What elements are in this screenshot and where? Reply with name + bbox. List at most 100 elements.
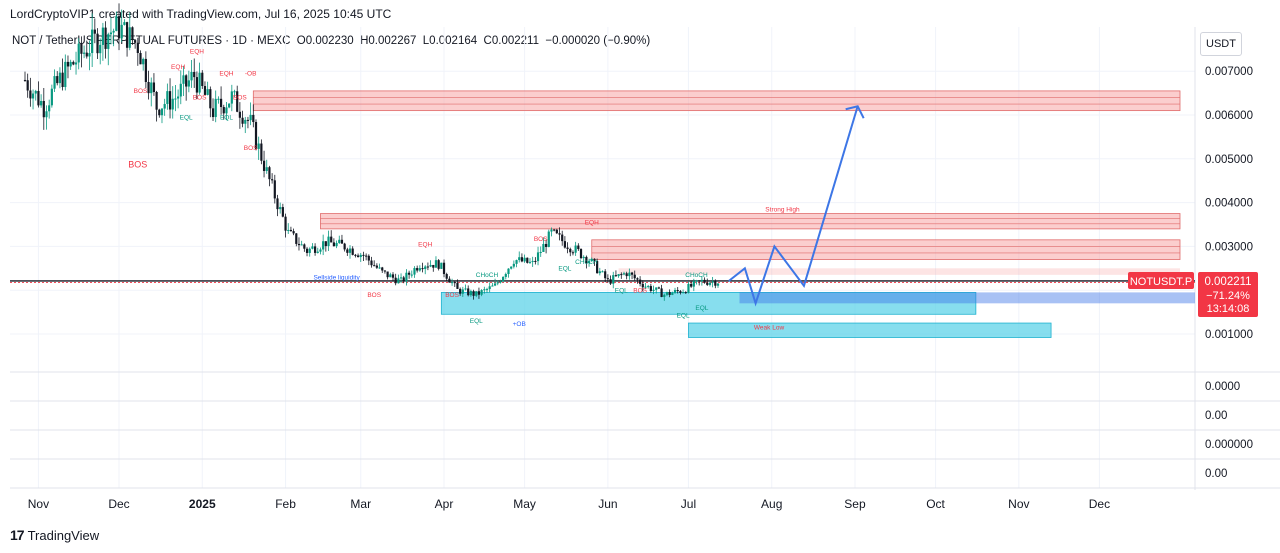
candle-body	[93, 29, 96, 34]
x-axis: Nov Dec 2025 Feb Mar Apr May Jun Jul Aug Sep Oct Nov…	[28, 497, 1110, 511]
candle-body	[499, 281, 502, 283]
candle-body	[574, 245, 577, 253]
candle-body	[338, 239, 341, 243]
candle-body	[692, 281, 695, 287]
candle-body	[48, 105, 51, 112]
candle-body	[386, 271, 389, 278]
candle-body	[292, 231, 295, 234]
candle-body	[206, 89, 209, 95]
candle-body	[50, 88, 53, 106]
candle-body	[663, 294, 666, 298]
candle-body	[416, 268, 419, 271]
annotation-label: CHoCH	[685, 272, 708, 279]
candle-body	[308, 248, 311, 253]
candle-body	[61, 72, 64, 88]
candle-body	[351, 248, 354, 255]
candle-body	[29, 90, 32, 99]
candle-body	[507, 268, 510, 275]
candle-body	[195, 77, 199, 93]
candle-body	[134, 40, 137, 43]
candle-body	[708, 282, 712, 285]
projection-path	[728, 105, 865, 307]
x-tick-label: Nov	[1008, 497, 1029, 511]
candle-body	[179, 83, 182, 97]
y-tick-label: 0.005000	[1205, 154, 1253, 166]
candle-body	[107, 34, 110, 49]
candle-body	[620, 274, 623, 276]
annotation-label: BOS	[367, 292, 381, 299]
candle-body	[295, 233, 298, 244]
candle-body	[579, 249, 583, 259]
candle-body	[480, 290, 483, 295]
annotation-label: EQL	[677, 312, 690, 319]
candle-body	[440, 262, 443, 269]
candles-layer	[23, 3, 720, 301]
candle-body	[596, 261, 599, 274]
zones-layer	[252, 90, 1195, 338]
x-tick-label: Mar	[350, 497, 371, 511]
candle-body	[182, 75, 185, 84]
annotation-label: EQH	[418, 241, 432, 248]
y-axis: 0.001000 0.003000 0.004000 0.005000 0.006000…	[1205, 66, 1253, 341]
candle-body	[655, 287, 658, 290]
zone-supply-light	[618, 268, 1180, 275]
candle-body	[687, 283, 690, 293]
candle-body	[367, 255, 370, 261]
lower-panes: 0.0000 0.00 0.000000 0.00	[10, 371, 1280, 489]
candle-body	[279, 207, 282, 210]
candle-body	[166, 91, 169, 104]
price-tag-countdown: 13:14:08	[1207, 303, 1250, 315]
candle-body	[464, 288, 467, 290]
candle-body	[139, 52, 142, 65]
annotation-label: EQL	[180, 114, 193, 121]
price-tag: NOTUSDT.P 0.002211 −71.24%13:14:08	[1128, 271, 1258, 317]
candle-body	[421, 268, 424, 270]
annotation-label: -OB	[245, 71, 257, 78]
candle-body	[343, 243, 346, 250]
candle-body	[303, 244, 306, 249]
annotation-label: EQH	[585, 220, 599, 227]
candle-body	[418, 268, 421, 271]
candle-body	[249, 114, 252, 121]
annotation-label: BOS	[128, 160, 147, 170]
candle-body	[40, 100, 43, 106]
x-tick-label: 2025	[189, 497, 216, 511]
candle-body	[115, 16, 118, 31]
candle-body	[330, 236, 333, 243]
zone-supply	[320, 213, 1181, 230]
candle-body	[168, 91, 172, 110]
candle-body	[394, 277, 397, 284]
candle-body	[518, 257, 521, 261]
candle-body	[526, 257, 529, 263]
candle-body	[453, 282, 456, 284]
candle-body	[424, 266, 427, 270]
candle-body	[649, 286, 652, 291]
candle-body	[665, 292, 669, 295]
candle-body	[225, 107, 228, 114]
candle-body	[74, 62, 78, 65]
candle-body	[198, 72, 201, 93]
candle-body	[322, 241, 325, 250]
candle-body	[593, 258, 596, 262]
y-tick-label: 0.006000	[1205, 110, 1253, 122]
candle-body	[628, 272, 631, 277]
candle-body	[711, 281, 714, 283]
candle-body	[399, 277, 403, 279]
candle-body	[101, 27, 104, 45]
currency-button[interactable]: USDT	[1200, 32, 1242, 56]
candle-body	[203, 86, 207, 95]
candle-body	[432, 264, 435, 268]
candle-body	[698, 280, 701, 282]
zone-projection-band	[739, 292, 1195, 304]
x-tick-label: Dec	[108, 497, 129, 511]
price-tag-change: −71.24%	[1206, 290, 1250, 302]
candle-body	[644, 286, 647, 288]
candle-body	[370, 260, 373, 266]
candle-body	[673, 290, 677, 293]
candle-body	[305, 248, 309, 253]
candle-body	[88, 53, 91, 57]
annotation-label: BOS	[534, 236, 548, 243]
y-tick-label: 0.001000	[1205, 329, 1253, 341]
candle-body	[214, 98, 217, 118]
